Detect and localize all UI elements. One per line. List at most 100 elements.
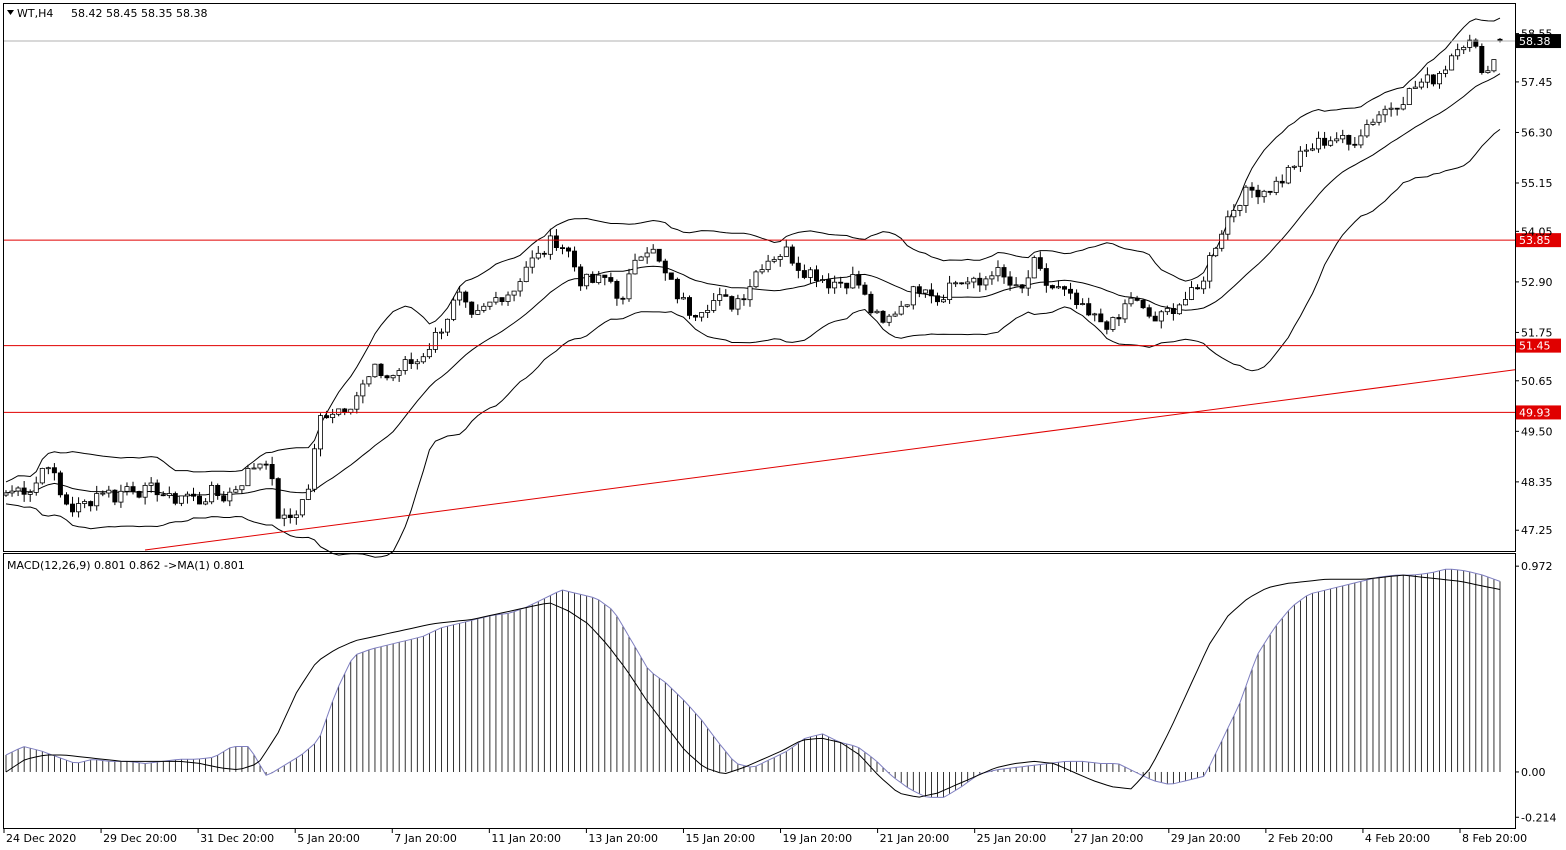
candle bbox=[529, 250, 535, 274]
candle-body bbox=[487, 301, 493, 307]
candle bbox=[789, 244, 795, 266]
level-price-tag bbox=[1516, 338, 1561, 353]
candle-body bbox=[76, 503, 82, 513]
candle-body bbox=[1322, 137, 1328, 146]
candle-body bbox=[747, 286, 753, 301]
candle bbox=[959, 282, 965, 285]
candle bbox=[898, 300, 904, 316]
candle-body bbox=[1364, 124, 1370, 137]
candle bbox=[299, 499, 305, 518]
candle bbox=[1412, 80, 1418, 89]
candle-body bbox=[1062, 286, 1068, 290]
candle-body bbox=[360, 383, 366, 397]
candle-body bbox=[1267, 190, 1273, 193]
candle bbox=[814, 265, 820, 288]
candle-body bbox=[70, 503, 76, 513]
axes: 53.8551.4549.9358.5557.4556.3055.1554.05… bbox=[3, 28, 1561, 845]
price-axis-label: 57.45 bbox=[1521, 76, 1553, 89]
candle bbox=[971, 276, 977, 289]
candle bbox=[977, 272, 983, 292]
macd-axis-label: 0.00 bbox=[1521, 766, 1546, 779]
candle bbox=[493, 291, 499, 305]
candle bbox=[1382, 105, 1388, 123]
time-axis-label: 27 Jan 20:00 bbox=[1074, 832, 1144, 845]
candle bbox=[420, 353, 426, 364]
candle bbox=[1007, 271, 1013, 291]
candle bbox=[759, 264, 765, 275]
candle bbox=[1449, 53, 1455, 71]
candle-body bbox=[293, 514, 299, 519]
time-axis-label: 2 Feb 20:00 bbox=[1268, 832, 1333, 845]
candle bbox=[396, 368, 402, 382]
candle-body bbox=[1255, 189, 1261, 198]
candle bbox=[154, 479, 160, 502]
candle-body bbox=[953, 282, 959, 285]
candle bbox=[190, 487, 196, 502]
candle-body bbox=[64, 494, 70, 505]
candle-body bbox=[1461, 47, 1467, 51]
candle bbox=[916, 284, 922, 298]
candle-body bbox=[928, 289, 934, 297]
candle-body bbox=[1068, 288, 1074, 294]
candle-body bbox=[190, 493, 196, 497]
candle bbox=[227, 487, 233, 507]
candle-body bbox=[148, 482, 154, 486]
candle-body bbox=[160, 494, 166, 497]
candle-body bbox=[438, 331, 444, 334]
candle-body bbox=[336, 408, 342, 415]
candle bbox=[499, 297, 505, 306]
candle-body bbox=[765, 260, 771, 271]
candle bbox=[1146, 304, 1152, 319]
candle bbox=[1370, 118, 1376, 126]
candle-body bbox=[1455, 49, 1461, 57]
candle-body bbox=[3, 492, 9, 496]
candle bbox=[1116, 314, 1122, 327]
candle-body bbox=[469, 301, 475, 315]
macd-ma-line bbox=[5, 568, 1501, 798]
candle bbox=[1485, 65, 1491, 74]
candle bbox=[275, 477, 281, 519]
candle bbox=[1207, 252, 1213, 289]
candle-body bbox=[203, 501, 209, 505]
candle-body bbox=[717, 294, 723, 301]
candle-body bbox=[1146, 307, 1152, 317]
symbol-dropdown-icon[interactable] bbox=[7, 10, 14, 15]
candle bbox=[1092, 312, 1098, 322]
candle bbox=[469, 301, 475, 318]
candle bbox=[384, 374, 390, 381]
candle bbox=[76, 497, 82, 518]
time-axis-label: 21 Jan 20:00 bbox=[880, 832, 950, 845]
candle-body bbox=[602, 274, 608, 278]
time-axis-label: 29 Jan 20:00 bbox=[1171, 832, 1241, 845]
candle-body bbox=[1382, 108, 1388, 116]
candle bbox=[172, 491, 178, 506]
candle bbox=[1074, 289, 1080, 309]
candle bbox=[1019, 284, 1025, 294]
candle bbox=[662, 258, 668, 281]
candle bbox=[729, 295, 735, 312]
time-axis-label: 8 Feb 20:00 bbox=[1462, 832, 1527, 845]
candle-body bbox=[705, 309, 711, 313]
candle-body bbox=[596, 274, 602, 284]
candle bbox=[856, 270, 862, 289]
candle-body bbox=[1219, 233, 1225, 249]
symbol-header: WT,H4 bbox=[17, 7, 53, 20]
candle-body bbox=[807, 269, 813, 278]
candle bbox=[1273, 176, 1279, 196]
candle-body bbox=[1249, 186, 1255, 191]
candle bbox=[1352, 136, 1358, 149]
candle bbox=[475, 304, 481, 315]
candle-body bbox=[995, 267, 1001, 277]
candle bbox=[711, 293, 717, 313]
candle-body bbox=[499, 297, 505, 303]
candle-body bbox=[1443, 69, 1449, 74]
candle bbox=[1195, 284, 1201, 290]
candle bbox=[1086, 297, 1092, 317]
candle-body bbox=[1025, 277, 1031, 289]
candle-body bbox=[475, 309, 481, 315]
candle-body bbox=[795, 262, 801, 271]
candle-body bbox=[1491, 59, 1497, 72]
candle bbox=[1497, 37, 1503, 43]
candle bbox=[777, 254, 783, 267]
candle bbox=[209, 481, 215, 505]
